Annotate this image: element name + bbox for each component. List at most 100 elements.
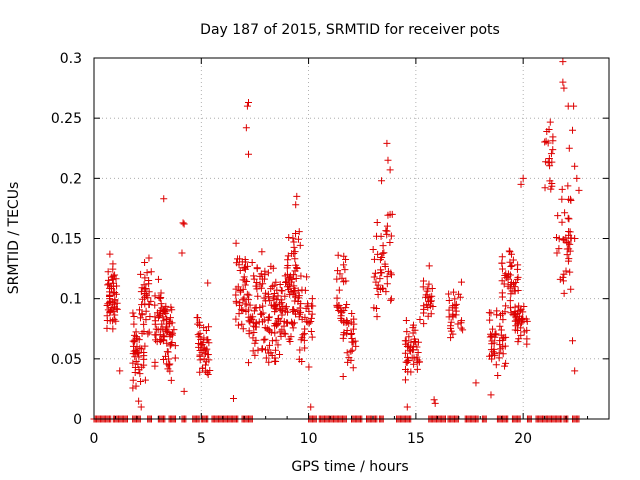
data-point (514, 273, 522, 281)
data-point (426, 302, 434, 310)
data-point (407, 347, 415, 355)
data-point (197, 340, 205, 348)
data-point (343, 349, 351, 357)
data-point (447, 327, 455, 335)
data-point (519, 174, 527, 182)
data-point (488, 355, 496, 363)
data-point (163, 360, 171, 368)
data-point (259, 309, 267, 317)
data-point (487, 346, 495, 354)
data-point (457, 278, 465, 286)
data-point (523, 326, 531, 334)
data-point (145, 328, 153, 336)
data-point (200, 344, 208, 352)
data-point (157, 293, 165, 301)
data-point (456, 293, 464, 301)
data-point (369, 246, 377, 254)
data-point (387, 269, 395, 277)
data-point (407, 368, 415, 376)
data-point (281, 292, 289, 300)
y-tick-label: 0 (73, 412, 82, 428)
data-point (416, 316, 424, 324)
data-point (413, 365, 421, 373)
data-point (167, 330, 175, 338)
data-point (195, 318, 203, 326)
data-point (383, 273, 391, 281)
data-point (451, 304, 459, 312)
data-point (251, 304, 259, 312)
data-point (500, 280, 508, 288)
data-point (156, 307, 164, 315)
data-point (512, 317, 520, 325)
data-point (402, 317, 410, 325)
data-point (129, 337, 137, 345)
data-point (258, 310, 266, 318)
data-point (293, 192, 301, 200)
data-point (110, 316, 118, 324)
data-point (559, 236, 567, 244)
data-point (247, 313, 255, 321)
data-point (308, 310, 316, 318)
data-point (523, 317, 531, 325)
data-point (240, 294, 248, 302)
data-point (508, 262, 516, 270)
data-point (253, 265, 261, 273)
data-point (204, 351, 212, 359)
data-point (250, 275, 258, 283)
data-point (274, 292, 282, 300)
data-point (109, 260, 117, 268)
y-tick-label: 0.2 (60, 171, 82, 187)
data-point (140, 320, 148, 328)
data-point (135, 336, 143, 344)
data-point (431, 399, 439, 407)
data-point (109, 325, 117, 333)
data-point (334, 251, 342, 259)
data-point (254, 292, 262, 300)
data-point (507, 290, 515, 298)
data-point (248, 258, 256, 266)
data-point (414, 348, 422, 356)
data-point (384, 156, 392, 164)
data-point (233, 255, 241, 263)
data-point (485, 309, 493, 317)
axis-ticks: 0 5 10 15 20 0 0.05 0.1 0.15 0.2 0.25 0.3 (51, 51, 609, 447)
data-point (559, 58, 567, 66)
data-point (133, 343, 141, 351)
data-point (558, 185, 566, 193)
data-point (111, 297, 119, 305)
data-point (170, 326, 178, 334)
data-point (403, 359, 411, 367)
data-point (291, 286, 299, 294)
data-point (379, 249, 387, 257)
data-point (147, 268, 155, 276)
data-point (382, 227, 390, 235)
data-point (544, 139, 552, 147)
data-point (135, 306, 143, 314)
data-point (130, 331, 138, 339)
data-point (234, 321, 242, 329)
data-point (348, 334, 356, 342)
data-point (232, 291, 240, 299)
data-point (425, 262, 433, 270)
data-point (520, 302, 528, 310)
data-point (423, 287, 431, 295)
data-point (497, 345, 505, 353)
data-point (307, 403, 315, 411)
data-point (205, 339, 213, 347)
data-point (204, 371, 212, 379)
data-point (387, 296, 395, 304)
data-point (259, 302, 267, 310)
data-point (373, 218, 381, 226)
data-point (279, 303, 287, 311)
data-point (250, 272, 258, 280)
data-point (387, 271, 395, 279)
data-point (571, 235, 579, 242)
data-point (401, 376, 409, 384)
data-point (287, 333, 295, 341)
data-point (372, 278, 380, 286)
data-point (257, 284, 265, 292)
data-point (193, 314, 201, 322)
x-tick-label: 15 (407, 431, 425, 447)
data-point (511, 311, 519, 319)
